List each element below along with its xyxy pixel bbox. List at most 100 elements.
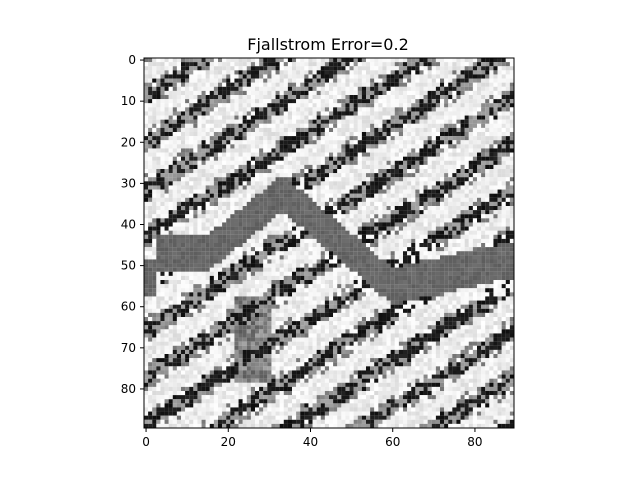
heatmap-cell (452, 251, 457, 256)
heatmap-cell (234, 90, 239, 96)
heatmap-cell (222, 127, 227, 133)
heatmap-cell (267, 127, 272, 133)
heatmap-cell (238, 226, 243, 231)
heatmap-cell (259, 222, 264, 227)
heatmap-cell (398, 185, 404, 190)
heatmap-cell (485, 123, 490, 128)
heatmap-cell (185, 90, 190, 96)
heatmap-cell (464, 271, 469, 276)
heatmap-cell (234, 119, 239, 124)
heatmap-cell (148, 185, 153, 190)
heatmap-cell (493, 238, 498, 244)
heatmap-cell (218, 107, 223, 112)
heatmap-cell (226, 193, 231, 198)
heatmap-cell (427, 222, 432, 227)
heatmap-cell (271, 156, 276, 161)
heatmap-cell (403, 86, 408, 91)
heatmap-cell (456, 127, 461, 133)
heatmap-cell (505, 74, 510, 79)
heatmap-cell (234, 238, 239, 244)
heatmap-cell (308, 259, 313, 264)
heatmap-cell (472, 271, 478, 276)
heatmap-cell (374, 243, 379, 248)
heatmap-cell (164, 58, 169, 63)
heatmap-cell (296, 267, 301, 272)
heatmap-cell (287, 140, 293, 145)
heatmap-cell (361, 160, 367, 165)
heatmap-cell (255, 70, 260, 75)
heatmap-cell (324, 177, 330, 182)
heatmap-cell (164, 193, 169, 198)
heatmap-cell (226, 152, 231, 157)
heatmap-cell (366, 189, 371, 194)
heatmap-cell (509, 218, 515, 223)
heatmap-cell (386, 115, 391, 120)
heatmap-cell (152, 58, 157, 63)
heatmap-cell (308, 226, 313, 231)
heatmap-cell (390, 78, 395, 83)
heatmap-cell (374, 181, 379, 186)
heatmap-cell (435, 127, 441, 133)
heatmap-cell (489, 251, 494, 256)
heatmap-cell (156, 243, 161, 248)
heatmap-cell (300, 222, 305, 227)
heatmap-cell (366, 70, 371, 75)
heatmap-cell (144, 95, 149, 100)
heatmap-cell (349, 169, 354, 174)
heatmap-cell (333, 136, 338, 141)
heatmap-cell (353, 214, 358, 219)
heatmap-cell (234, 66, 239, 71)
heatmap-cell (176, 115, 182, 120)
heatmap-cell (411, 70, 416, 75)
heatmap-cell (398, 127, 404, 133)
heatmap-cell (431, 140, 436, 145)
heatmap-cell (320, 136, 325, 141)
heatmap-cell (292, 259, 297, 264)
heatmap-cell (460, 177, 465, 182)
heatmap-cell (193, 193, 198, 198)
heatmap-cell (509, 189, 515, 194)
heatmap-cell (370, 259, 375, 264)
heatmap-cell (275, 86, 280, 91)
heatmap-cell (218, 280, 223, 285)
heatmap-cell (222, 160, 227, 165)
heatmap-cell (304, 136, 309, 141)
heatmap-cell (370, 255, 375, 260)
heatmap-cell (427, 169, 432, 174)
heatmap-cell (201, 82, 206, 87)
heatmap-cell (431, 95, 436, 100)
heatmap-cell (382, 201, 387, 207)
heatmap-cell (213, 144, 219, 149)
heatmap-cell (411, 86, 416, 91)
heatmap-cell (481, 152, 486, 157)
heatmap-cell (374, 230, 379, 235)
heatmap-cell (279, 214, 284, 219)
heatmap-cell (308, 238, 313, 244)
heatmap-cell (259, 251, 264, 256)
heatmap-cell (250, 271, 256, 276)
heatmap-cell (324, 280, 330, 285)
heatmap-cell (341, 90, 346, 96)
heatmap-cell (423, 218, 428, 223)
heatmap-cell (205, 156, 210, 161)
heatmap-cell (489, 86, 494, 91)
heatmap-cell (255, 271, 260, 276)
heatmap-cell (197, 275, 202, 281)
heatmap-cell (144, 74, 149, 79)
heatmap-cell (378, 70, 383, 75)
heatmap-cell (275, 238, 280, 244)
heatmap-cell (378, 82, 383, 87)
heatmap-cell (234, 82, 239, 87)
heatmap-cell (156, 271, 161, 276)
heatmap-cell (292, 251, 297, 256)
heatmap-cell (316, 280, 321, 285)
heatmap-cell (333, 189, 338, 194)
heatmap-cell (181, 74, 186, 79)
heatmap-cell (398, 140, 404, 145)
heatmap-cell (144, 197, 149, 202)
heatmap-cell (394, 103, 399, 108)
heatmap-cell (213, 119, 219, 124)
heatmap-cell (148, 115, 153, 120)
heatmap-cell (176, 206, 182, 211)
heatmap-cell (501, 226, 506, 231)
